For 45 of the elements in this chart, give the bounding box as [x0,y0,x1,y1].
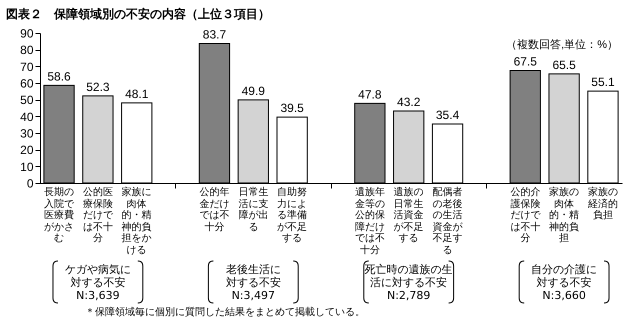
y-tick-label: 0 [26,176,34,190]
y-tick-label: 90 [20,26,34,40]
text: ＊保障領域毎に個別に質問した結果をまとめて掲載している。 [85,306,365,318]
text: 老後生活に対する不安 [225,263,282,289]
x-tick-label: 自助努力による準備が不足する [276,187,308,244]
text: N:3,639 [76,289,120,302]
y-tick-label: 60 [20,76,34,90]
x-tick-label: 遺族の日常生活資金が不足する [392,187,425,244]
x-tick-label: 遺族年金等の公的保障だけでは不十分 [354,187,386,256]
y-tick-label: 30 [20,126,34,140]
data-label: 58.6 [47,69,72,84]
text: ケガや病気に対する不安 [64,263,132,289]
x-tick-label: 公的医療保険だけでは不十分 [82,187,114,244]
x-tick-label: 家族の経済的負担 [586,187,619,222]
data-label: 83.7 [202,28,226,42]
x-tick-label: 公的年金だけでは不十分 [198,187,230,233]
y-tick-label: 70 [20,60,34,74]
data-label: 39.5 [280,101,304,116]
y-tick-label: 10 [20,160,34,174]
x-tick-label: 家族に肉体的・精神的負担をかける [120,187,153,256]
data-label: 52.3 [86,80,110,94]
x-tick-label: 家族の肉体的・精神的負担 [548,187,580,244]
text: N:3,660 [542,289,586,302]
y-tick-label: 40 [20,110,34,124]
text: 自分の介護に対する不安 [530,263,598,289]
data-label: 67.5 [514,54,538,68]
data-label: 49.9 [242,84,266,98]
data-label: 43.2 [397,95,421,109]
data-label: 35.4 [436,108,460,122]
text: N:2,789 [386,289,430,302]
data-label: 55.1 [591,75,615,90]
text: 死亡時の遺族の生活に対する不安 [364,263,454,289]
y-tick-label: 80 [20,43,34,58]
data-label: 48.1 [125,86,149,101]
text: N:3,497 [232,289,275,302]
x-tick-label: 公的介護保険だけでは不十分 [509,187,542,244]
x-tick-label: 長期の入院で医療費がかさむ [43,187,76,244]
y-tick-label: 20 [20,143,34,158]
x-tick-label: 日常生活に支障が出る [237,187,270,233]
annotation: （複数回答,単位：%） [506,38,618,51]
data-label: 65.5 [552,58,576,72]
y-tick-label: 50 [20,93,34,108]
x-tick-label: 配偶者の老後の生活資金が不足する [432,187,464,256]
data-label: 47.8 [358,87,382,102]
chart-title: 図表２ 保障領域別の不安の内容（上位３項目） [6,7,270,21]
